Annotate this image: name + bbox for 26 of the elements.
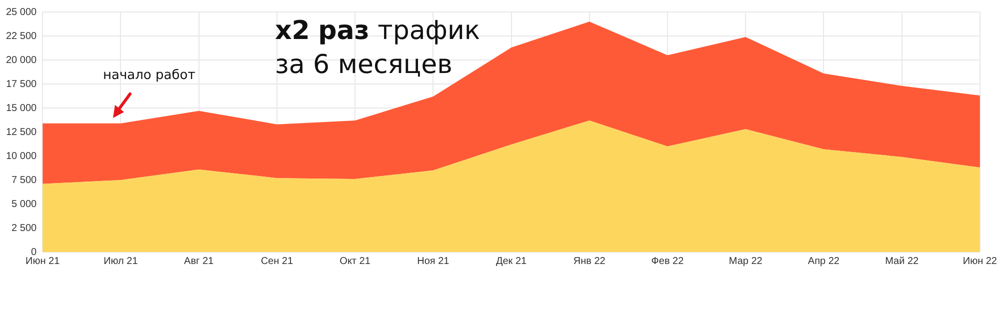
x-tick-label: Фев 22 <box>651 256 684 267</box>
y-tick-label: 7 500 <box>12 174 38 186</box>
x-tick-label: Авг 21 <box>184 256 214 267</box>
y-tick-label: 20 000 <box>6 54 38 66</box>
x-tick-label: Июл 21 <box>104 256 138 267</box>
x-tick-label: Мар 22 <box>728 256 763 267</box>
y-tick-label: 0 <box>31 246 38 258</box>
x-tick-label: Дек 21 <box>496 256 527 267</box>
annotation: начало работ <box>103 68 196 83</box>
y-tick-label: 15 000 <box>6 102 38 114</box>
x-tick-label: Июн 21 <box>26 256 60 267</box>
chart-title: x2 раз трафик за 6 месяцев <box>275 16 480 80</box>
y-tick-label: 2 500 <box>12 222 38 234</box>
x-tick-label: Сен 21 <box>260 256 294 267</box>
y-tick-label: 10 000 <box>6 150 38 162</box>
x-tick-label: Апр 22 <box>808 256 840 267</box>
x-tick-label: Окт 21 <box>340 256 371 267</box>
y-tick-label: 25 000 <box>6 6 38 18</box>
x-tick-label: Ноя 21 <box>417 256 450 267</box>
y-tick-label: 22 500 <box>6 30 38 42</box>
y-tick-label: 5 000 <box>12 198 38 210</box>
y-tick-label: 17 500 <box>6 78 38 90</box>
x-tick-label: Май 22 <box>885 256 920 267</box>
x-tick-label: Янв 22 <box>573 256 606 267</box>
x-tick-label: Июн 22 <box>962 256 998 267</box>
y-tick-label: 12 500 <box>6 126 38 138</box>
